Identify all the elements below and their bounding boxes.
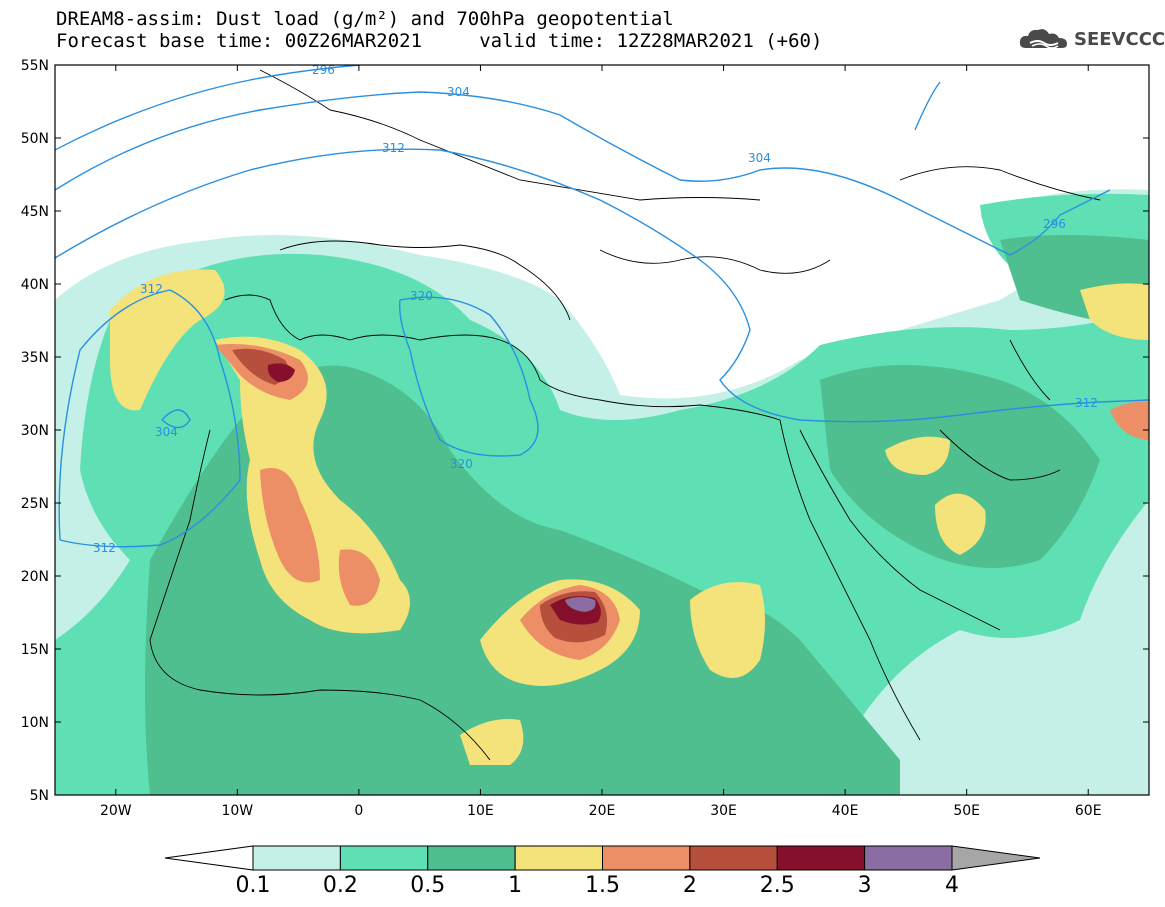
contour-labels: 296 304 312 304 312 320 320 312 304 296 … [93, 63, 1098, 555]
lat-tick-label: 15N [21, 642, 49, 658]
lat-tick-label: 20N [21, 569, 49, 585]
colorbar-swatch [427, 845, 516, 871]
lat-tick-label: 35N [21, 350, 49, 366]
colorbar-swatch [776, 845, 866, 871]
lon-tick-label: 0 [354, 803, 363, 819]
colorbar-label: 2.5 [760, 873, 795, 898]
lat-tick-label: 45N [21, 204, 49, 220]
contour-label: 312 [382, 141, 405, 155]
contour-label: 296 [312, 63, 335, 77]
contour-label: 296 [1043, 217, 1066, 231]
colorbar-boxes [252, 845, 953, 871]
longitude-axis: 20W 10W 0 10E 20E 30E 40E 50E 60E [100, 65, 1102, 819]
contour-label: 320 [410, 289, 433, 303]
colorbar-label: 1 [508, 873, 522, 898]
colorbar-swatch [864, 845, 953, 871]
latitude-axis: 55N 50N 45N 40N 35N 30N 25N 20N 15N 10N 5N [21, 58, 1149, 804]
colorbar-swatch [339, 845, 429, 871]
lat-tick-label: 10N [21, 715, 49, 731]
colorbar-label: 0.5 [410, 873, 445, 898]
colorbar-swatch [689, 845, 778, 871]
colorbar-label: 3 [858, 873, 872, 898]
colorbar-labels: 0.1 0.2 0.5 1 1.5 2 2.5 3 4 [236, 873, 960, 898]
lat-tick-label: 30N [21, 423, 49, 439]
lat-tick-label: 40N [21, 277, 49, 293]
colorbar-high-arrow [951, 845, 1041, 871]
lat-tick-label: 25N [21, 496, 49, 512]
lat-tick-label: 55N [21, 58, 49, 74]
lon-tick-label: 30E [710, 803, 737, 819]
map-title: DREAM8-assim: Dust load (g/m²) and 700hP… [56, 8, 674, 30]
forecast-time-subtitle: Forecast base time: 00Z26MAR2021 valid t… [56, 30, 823, 52]
lat-tick-label: 50N [21, 131, 49, 147]
colorbar: 0.1 0.2 0.5 1 1.5 2 2.5 3 4 [164, 845, 1041, 898]
contour-label: 312 [140, 282, 163, 296]
lon-tick-label: 40E [832, 803, 859, 819]
lon-tick-label: 10W [221, 803, 253, 819]
lon-tick-label: 60E [1075, 803, 1102, 819]
colorbar-label: 1.5 [585, 873, 620, 898]
brand-name: SEEVCCC [1074, 28, 1165, 50]
contour-label: 312 [1075, 396, 1098, 410]
colorbar-label: 2 [683, 873, 697, 898]
dust-load-fields [55, 189, 1149, 795]
contour-label: 304 [748, 151, 771, 165]
contour-label: 312 [93, 541, 116, 555]
lon-tick-label: 20E [589, 803, 616, 819]
geopotential-contours [55, 65, 1149, 548]
contour-label: 304 [155, 425, 178, 439]
contour-label: 304 [447, 85, 470, 99]
lat-tick-label: 5N [30, 788, 49, 804]
lon-tick-label: 10E [467, 803, 494, 819]
cloud-logo-icon [1019, 29, 1067, 49]
contour-label: 320 [450, 457, 473, 471]
colorbar-swatch [514, 845, 603, 871]
colorbar-swatch [252, 845, 341, 871]
colorbar-label: 0.2 [323, 873, 358, 898]
colorbar-low-arrow [164, 845, 254, 871]
brand-logo: SEEVCCC [1018, 26, 1165, 52]
lon-tick-label: 20W [100, 803, 132, 819]
colorbar-label: 0.1 [236, 873, 271, 898]
coastlines [149, 69, 1101, 761]
colorbar-swatch [602, 845, 691, 871]
colorbar-label: 4 [945, 873, 959, 898]
lon-tick-label: 50E [953, 803, 980, 819]
